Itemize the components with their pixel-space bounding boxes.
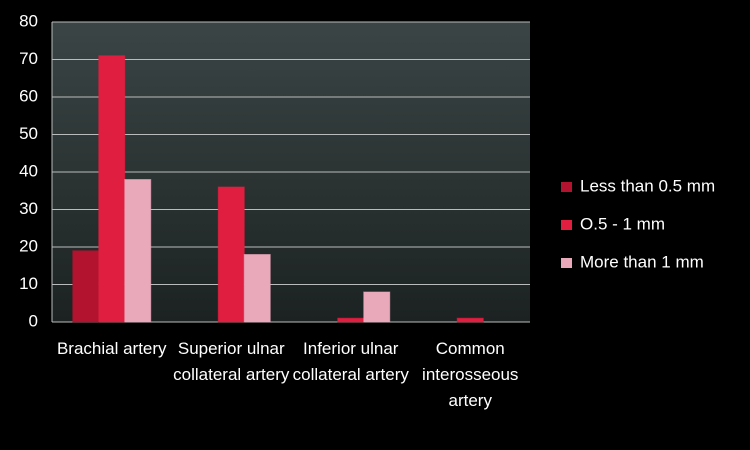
bar <box>243 254 271 323</box>
x-tick-label: Brachial artery <box>56 339 167 358</box>
y-tick-label: 60 <box>19 86 38 105</box>
bar <box>363 291 391 323</box>
x-tick-label: Superior ulnar collateral artery <box>173 339 290 384</box>
y-tick-label: 50 <box>19 124 38 143</box>
bar <box>217 186 245 323</box>
legend-marker <box>561 258 572 268</box>
y-tick-label: 20 <box>19 236 38 255</box>
bar <box>337 317 365 323</box>
y-tick-label: 30 <box>19 199 38 218</box>
x-tick-label: Common interosseous artery <box>422 339 519 410</box>
y-tick-label: 80 <box>19 11 38 30</box>
y-tick-label: 70 <box>19 49 38 68</box>
legend-label: Less than 0.5 mm <box>580 176 715 195</box>
x-tick-label: Inferior ulnar collateral artery <box>292 339 409 384</box>
bar <box>124 179 152 323</box>
bar <box>456 317 484 323</box>
y-tick-label: 0 <box>29 311 38 330</box>
legend-marker <box>561 182 572 192</box>
y-tick-label: 40 <box>19 161 38 180</box>
legend-label: O.5 - 1 mm <box>580 214 665 233</box>
bar <box>98 55 126 323</box>
bar <box>72 250 100 323</box>
legend-marker <box>561 220 572 230</box>
legend-label: More than 1 mm <box>580 252 704 271</box>
y-tick-label: 10 <box>19 274 38 293</box>
